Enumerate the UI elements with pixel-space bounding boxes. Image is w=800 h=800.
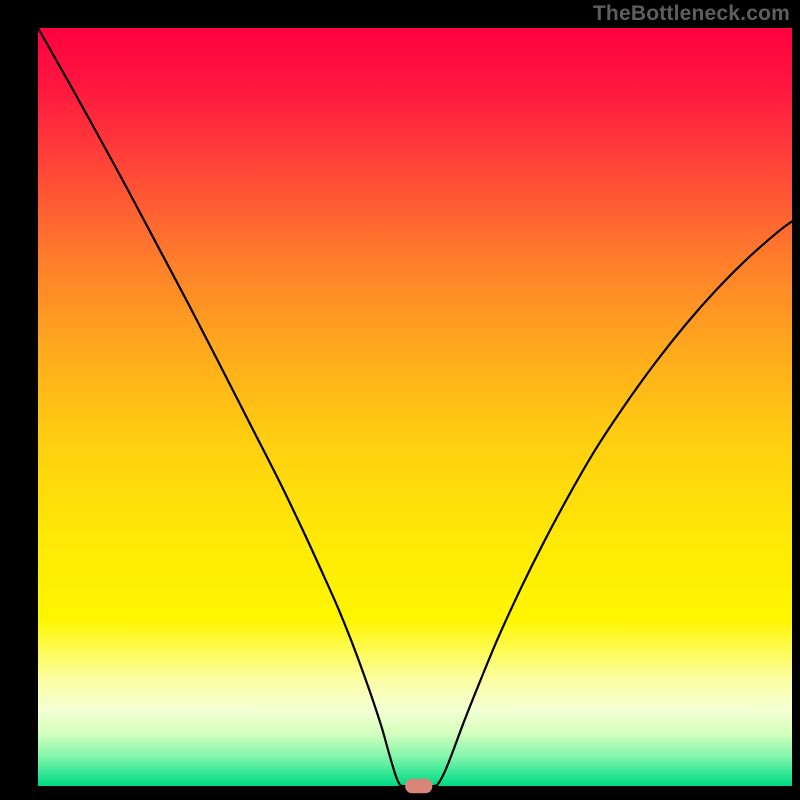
bottleneck-chart bbox=[0, 0, 800, 800]
optimal-marker bbox=[405, 779, 432, 793]
watermark-text: TheBottleneck.com bbox=[593, 2, 790, 26]
plot-background-gradient bbox=[38, 28, 792, 786]
